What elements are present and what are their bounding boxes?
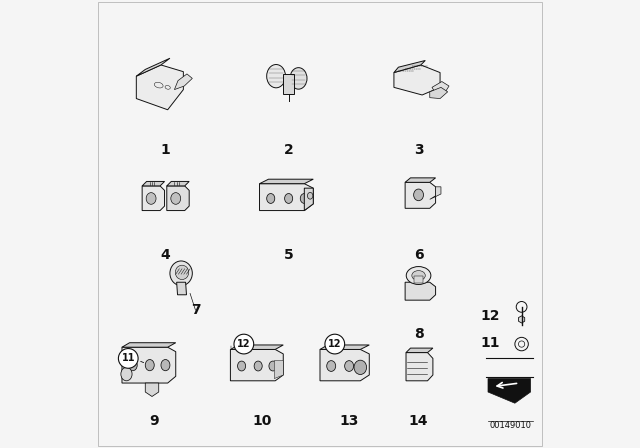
Polygon shape (122, 347, 176, 383)
Polygon shape (230, 349, 284, 381)
Ellipse shape (307, 193, 313, 199)
Text: 3: 3 (413, 143, 424, 157)
Polygon shape (230, 345, 284, 349)
Polygon shape (488, 379, 531, 403)
Ellipse shape (326, 361, 336, 371)
Polygon shape (177, 282, 186, 295)
Text: 12: 12 (237, 339, 251, 349)
Circle shape (325, 334, 345, 354)
Text: 9: 9 (149, 414, 159, 428)
Polygon shape (260, 184, 314, 211)
Text: 4: 4 (161, 248, 170, 263)
Text: 6: 6 (413, 248, 424, 263)
Polygon shape (142, 186, 164, 211)
Text: 11: 11 (122, 353, 135, 363)
Polygon shape (405, 182, 436, 208)
Text: 14: 14 (409, 414, 428, 428)
Ellipse shape (146, 193, 156, 204)
Circle shape (234, 334, 253, 354)
Ellipse shape (354, 360, 367, 375)
Ellipse shape (161, 359, 170, 371)
Ellipse shape (171, 193, 180, 204)
Polygon shape (305, 188, 314, 211)
Text: 8: 8 (413, 327, 424, 341)
Circle shape (118, 349, 138, 368)
Ellipse shape (290, 68, 307, 89)
Text: 13: 13 (339, 414, 359, 428)
Ellipse shape (170, 261, 192, 286)
Polygon shape (275, 361, 284, 379)
Ellipse shape (406, 267, 431, 284)
Polygon shape (394, 60, 425, 73)
Polygon shape (136, 65, 184, 110)
Polygon shape (394, 65, 440, 95)
Polygon shape (430, 187, 441, 199)
Ellipse shape (269, 361, 277, 371)
Bar (414, 276, 423, 283)
Polygon shape (122, 343, 176, 347)
Polygon shape (518, 316, 525, 323)
Ellipse shape (267, 194, 275, 203)
Text: 00149010: 00149010 (490, 421, 531, 430)
Polygon shape (260, 179, 314, 184)
Text: 5: 5 (284, 248, 294, 263)
Ellipse shape (254, 361, 262, 371)
Polygon shape (406, 348, 433, 353)
Polygon shape (432, 82, 449, 93)
Ellipse shape (344, 361, 354, 371)
Polygon shape (320, 349, 369, 381)
Polygon shape (405, 178, 436, 182)
Polygon shape (430, 87, 448, 99)
Polygon shape (174, 74, 192, 90)
Text: 12: 12 (481, 309, 500, 323)
Ellipse shape (267, 65, 285, 88)
Ellipse shape (128, 359, 137, 371)
Text: 10: 10 (252, 414, 271, 428)
Ellipse shape (300, 194, 308, 203)
Polygon shape (142, 181, 164, 186)
Text: 2: 2 (284, 143, 294, 157)
Ellipse shape (413, 189, 424, 201)
Ellipse shape (285, 194, 292, 203)
Text: 7: 7 (191, 303, 200, 317)
Polygon shape (167, 181, 189, 186)
Ellipse shape (145, 359, 154, 371)
Polygon shape (167, 186, 189, 211)
Polygon shape (320, 345, 369, 349)
Text: 11: 11 (481, 336, 500, 350)
Polygon shape (136, 58, 170, 76)
Ellipse shape (121, 367, 132, 381)
Polygon shape (405, 282, 436, 300)
Polygon shape (406, 353, 433, 381)
Text: 12: 12 (328, 339, 342, 349)
Ellipse shape (175, 265, 189, 280)
Ellipse shape (237, 361, 246, 371)
Text: 1: 1 (161, 143, 170, 157)
Ellipse shape (412, 271, 426, 280)
Polygon shape (145, 383, 159, 396)
Bar (284, 74, 294, 94)
